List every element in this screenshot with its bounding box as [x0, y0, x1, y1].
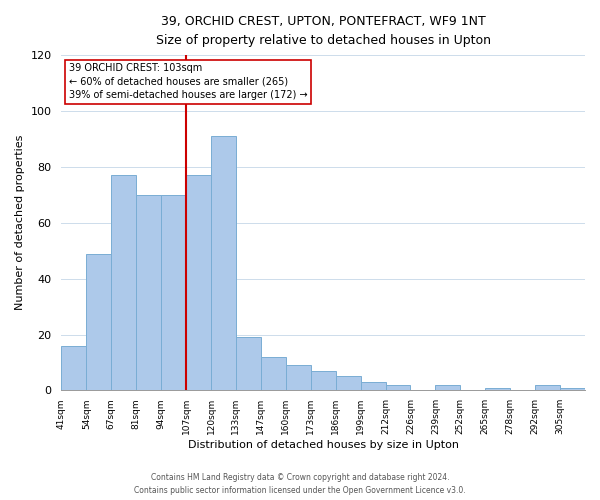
Bar	[261, 357, 286, 390]
Bar	[136, 195, 161, 390]
Y-axis label: Number of detached properties: Number of detached properties	[15, 135, 25, 310]
Bar	[311, 371, 335, 390]
Text: Contains HM Land Registry data © Crown copyright and database right 2024.
Contai: Contains HM Land Registry data © Crown c…	[134, 474, 466, 495]
Bar	[61, 346, 86, 391]
Bar	[111, 176, 136, 390]
X-axis label: Distribution of detached houses by size in Upton: Distribution of detached houses by size …	[188, 440, 459, 450]
Bar	[86, 254, 111, 390]
Bar	[161, 195, 186, 390]
Bar	[485, 388, 510, 390]
Bar	[286, 366, 311, 390]
Bar	[386, 385, 410, 390]
Bar	[335, 376, 361, 390]
Bar	[236, 338, 261, 390]
Bar	[361, 382, 386, 390]
Bar	[186, 176, 211, 390]
Bar	[436, 385, 460, 390]
Bar	[560, 388, 585, 390]
Bar	[535, 385, 560, 390]
Text: 39 ORCHID CREST: 103sqm
← 60% of detached houses are smaller (265)
39% of semi-d: 39 ORCHID CREST: 103sqm ← 60% of detache…	[69, 64, 308, 100]
Bar	[211, 136, 236, 390]
Title: 39, ORCHID CREST, UPTON, PONTEFRACT, WF9 1NT
Size of property relative to detach: 39, ORCHID CREST, UPTON, PONTEFRACT, WF9…	[156, 15, 491, 47]
